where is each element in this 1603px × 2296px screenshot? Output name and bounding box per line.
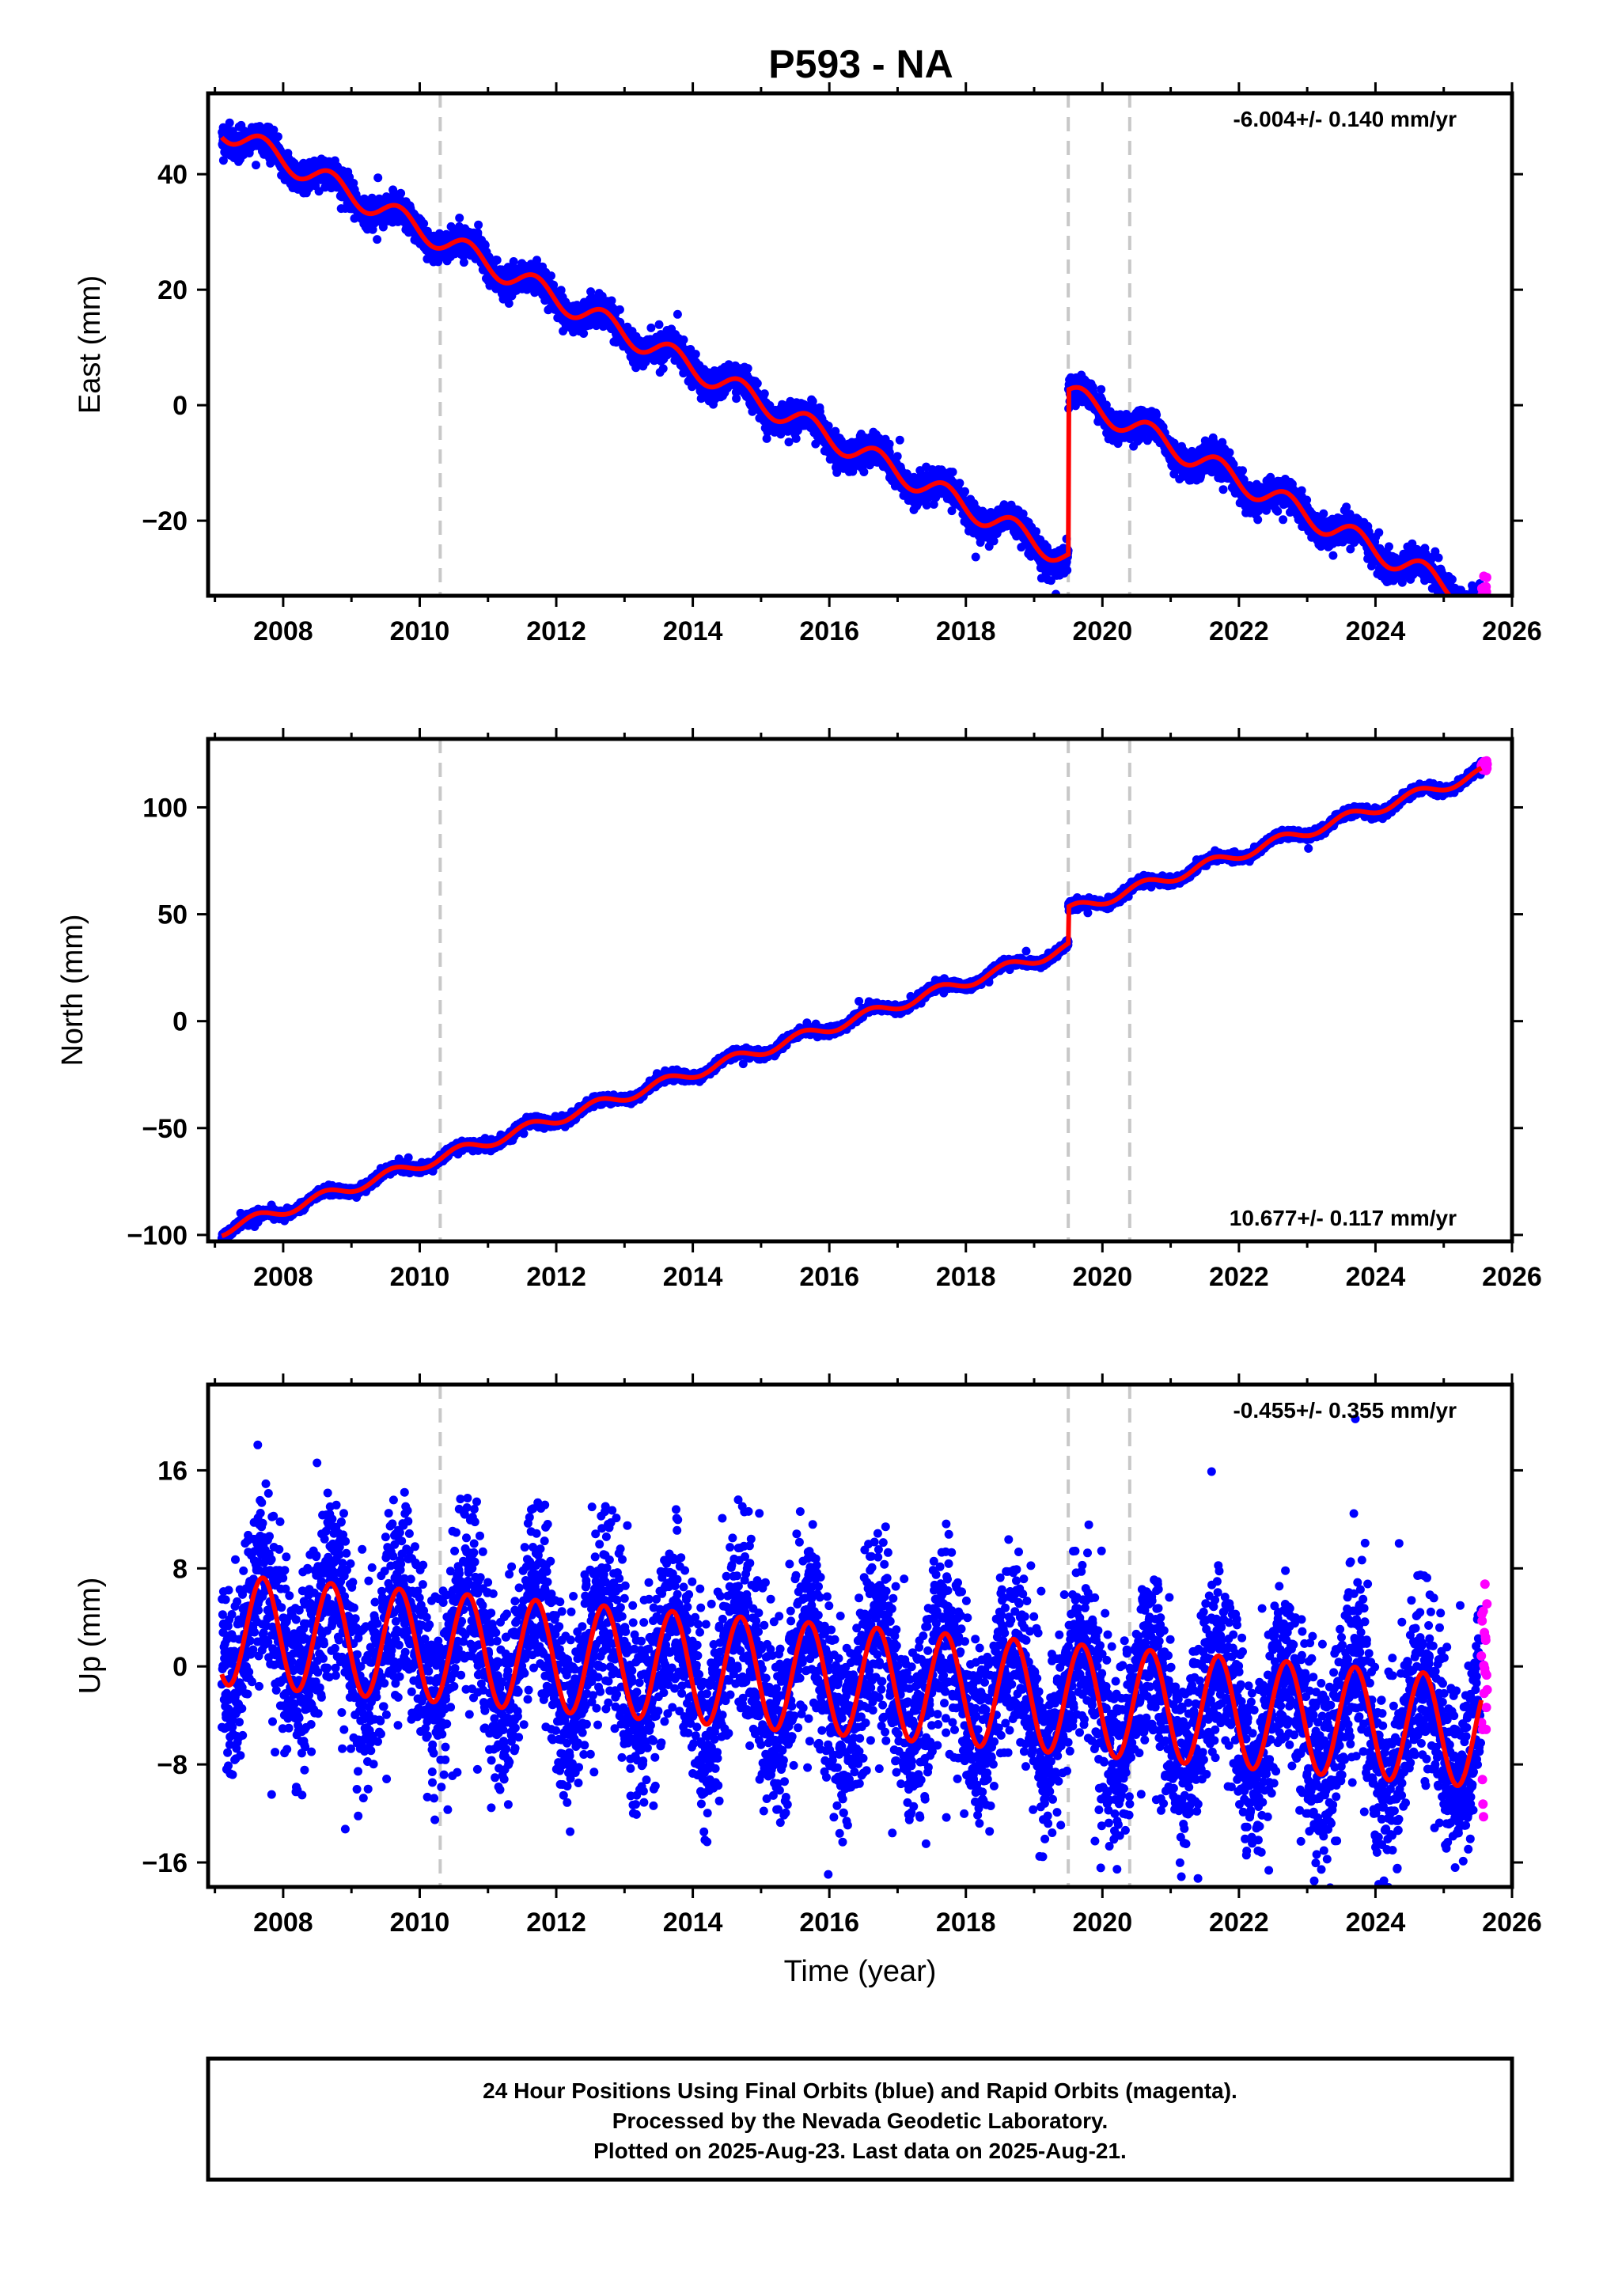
data-point xyxy=(389,188,399,197)
data-point xyxy=(752,379,762,388)
data-point xyxy=(892,452,902,461)
data-point xyxy=(679,335,688,344)
east-panel: 2008 2010 2012 2014 2016 2018 2020 2022 2024 2026… xyxy=(74,82,1542,646)
data-point xyxy=(824,421,833,430)
data-point xyxy=(556,286,566,295)
data-point xyxy=(691,350,700,359)
data-point xyxy=(673,309,682,319)
data-point xyxy=(654,320,664,329)
data-point xyxy=(732,394,741,404)
data-point xyxy=(859,468,869,476)
data-point xyxy=(473,228,483,237)
data-point xyxy=(509,257,518,266)
data-point xyxy=(885,439,894,449)
data-point xyxy=(378,222,388,232)
data-point xyxy=(837,438,847,447)
data-point xyxy=(549,280,559,290)
data-point xyxy=(832,468,842,477)
data-point xyxy=(658,364,668,373)
data-point xyxy=(791,434,801,443)
data-point xyxy=(760,389,769,399)
data-point xyxy=(808,396,817,406)
data-point xyxy=(961,487,969,496)
final-orbit-points xyxy=(218,118,1485,596)
data-point xyxy=(1097,385,1106,394)
data-point xyxy=(504,299,513,308)
data-point xyxy=(743,364,752,373)
data-point xyxy=(955,479,964,488)
data-point xyxy=(273,132,282,142)
data-point xyxy=(492,256,502,265)
data-point xyxy=(547,271,555,281)
data-point xyxy=(1032,527,1040,536)
data-point xyxy=(218,156,228,165)
data-point xyxy=(419,219,429,229)
data-point xyxy=(455,214,464,222)
data-point xyxy=(1063,566,1072,575)
data-point xyxy=(252,161,260,170)
data-point xyxy=(784,438,794,447)
data-point xyxy=(269,125,279,135)
data-point xyxy=(474,220,483,229)
data-point xyxy=(948,468,957,477)
data-point xyxy=(373,235,382,244)
figure-title: P593 - NA xyxy=(768,42,953,86)
data-point xyxy=(579,329,589,338)
data-point xyxy=(971,552,980,562)
data-point xyxy=(615,305,624,314)
data-point xyxy=(459,258,468,267)
data-point xyxy=(831,426,840,436)
data-point xyxy=(607,296,616,305)
data-point xyxy=(480,241,490,250)
data-point xyxy=(373,173,383,183)
data-point xyxy=(225,118,234,127)
data-point xyxy=(895,435,904,445)
data-point xyxy=(646,323,656,332)
data-point xyxy=(762,434,771,443)
data-point xyxy=(396,188,406,198)
